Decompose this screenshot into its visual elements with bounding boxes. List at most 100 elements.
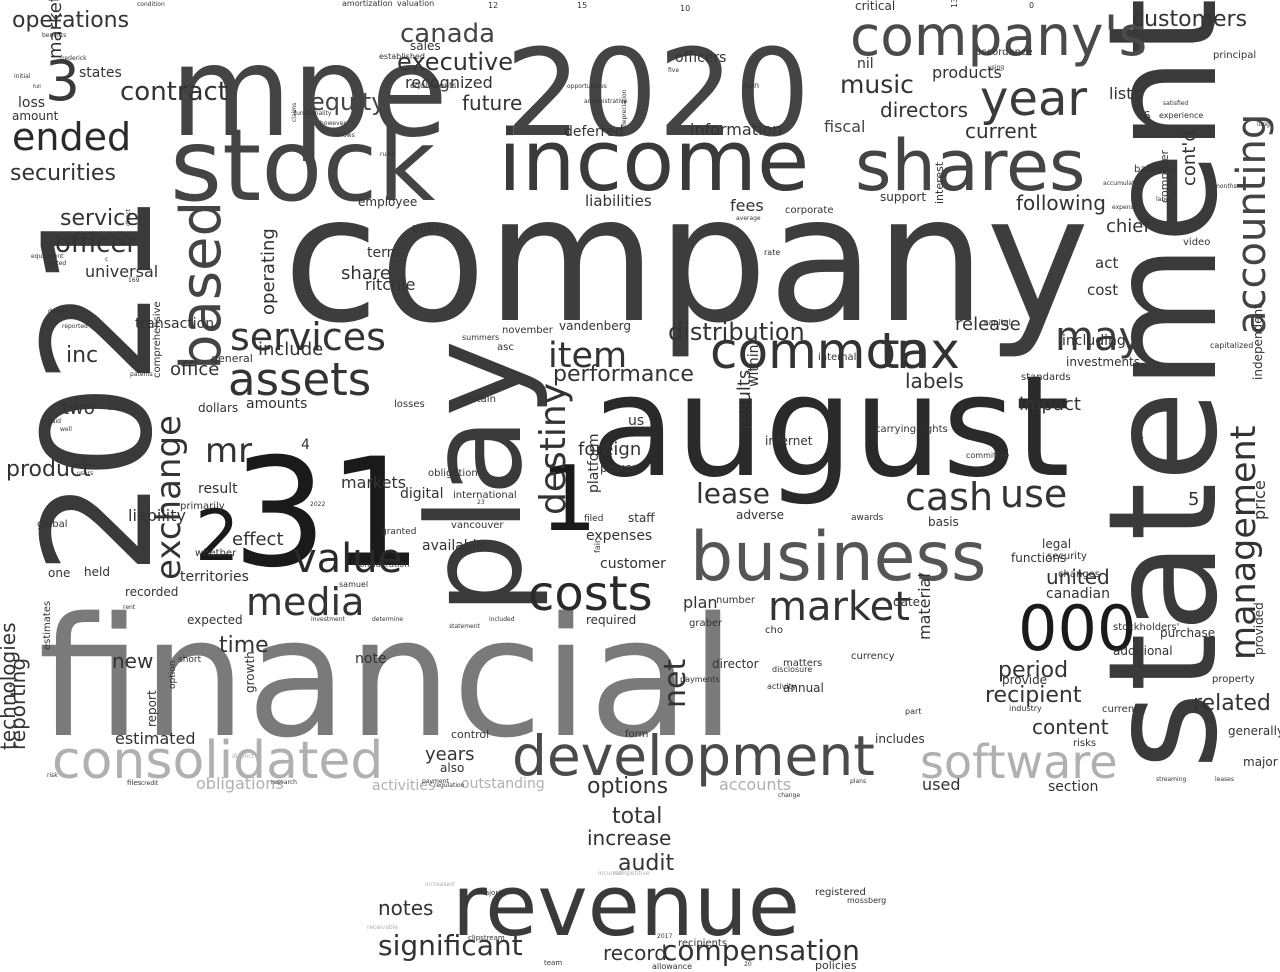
word-public: public [412, 221, 448, 235]
word-security: security [1047, 551, 1087, 562]
word-operations: operations [12, 8, 129, 33]
word-director: director [712, 657, 759, 671]
word-major: major [1243, 755, 1278, 769]
word-use: use [1000, 472, 1067, 516]
word-reported: reported [62, 323, 88, 330]
word-balance: balance [1134, 164, 1173, 175]
word-3: 3 [45, 49, 80, 113]
word-foreign: foreign [578, 439, 641, 460]
word-granted: granted [381, 527, 416, 537]
word-investment: investment [311, 616, 346, 623]
word-capital: capital [984, 318, 1011, 327]
word-total: total [612, 804, 662, 829]
word-valuation: valuation [397, 0, 434, 8]
word-executive: executive [397, 48, 513, 76]
word-distinct: distinct [232, 753, 255, 760]
word-functionality: functionality [294, 110, 332, 117]
word-staff: staff [628, 511, 655, 525]
word-release: release [955, 314, 1021, 335]
word-options: options [587, 774, 668, 799]
word-c: c [105, 256, 108, 263]
word-rules: rules [380, 151, 395, 158]
word-customers: customers [1132, 7, 1247, 32]
word-policies: policies [815, 959, 857, 972]
word-united: united [1046, 565, 1110, 589]
word-technologies: technologies [0, 623, 20, 751]
word-critical: critical [855, 0, 895, 13]
word-1: 1 [540, 447, 597, 552]
word-common: common [710, 322, 928, 380]
word-significant: significant [378, 929, 523, 962]
word-2020: 2020 [505, 25, 810, 164]
word-shares: shares [855, 125, 1086, 207]
word-us: us [628, 413, 644, 429]
word-equity: equity [310, 88, 386, 116]
word-david: david [48, 308, 65, 315]
word-information: information [690, 120, 782, 139]
word-general: general [211, 352, 253, 365]
word-computer: computer [1158, 149, 1171, 203]
word-additional: additional [1113, 644, 1173, 658]
word-adverse: adverse [736, 508, 784, 522]
word-may: may [1055, 314, 1142, 360]
word-notes: notes [378, 896, 433, 920]
word-product: product [6, 457, 91, 482]
word-research: research [271, 779, 297, 786]
word-carrying: carrying [875, 424, 916, 435]
word-2021: 2021 [12, 193, 186, 575]
word-whether: whether [195, 548, 237, 559]
word-included: included [489, 616, 515, 623]
word-amounts: amounts [246, 396, 307, 412]
word-increase: increase [587, 826, 671, 850]
word-rent: rent [123, 604, 136, 611]
word-expenses: expenses [586, 528, 652, 544]
word-consolidated: consolidated [52, 731, 383, 791]
word-mpe: mpe [170, 20, 448, 165]
word-expected: expected [187, 613, 243, 627]
word-control: control [451, 728, 489, 741]
word-cost: cost [1087, 281, 1118, 299]
word-used: used [922, 775, 960, 794]
word-legal: legal [1042, 537, 1071, 551]
word-estimated: estimated [115, 729, 196, 748]
word-obligation: obligation [428, 468, 478, 479]
word-cho: cho [765, 625, 783, 636]
word-change: change [778, 792, 800, 799]
word-rate: rate [764, 248, 780, 257]
word-13: 13 [950, 0, 959, 8]
word-experience: experience [1159, 111, 1203, 120]
word-ritchie: ritchie [365, 275, 416, 294]
word-distribution: distribution [668, 318, 805, 346]
word-generally: generally [1228, 724, 1280, 738]
word-tax: tax [880, 322, 960, 380]
word-report: report [145, 690, 159, 727]
word-assets: assets [228, 353, 371, 406]
word-labels: labels [905, 369, 964, 393]
word-note: note [355, 651, 387, 667]
word-equipment: equipment [31, 253, 64, 260]
word-filed: filed [584, 514, 603, 524]
word-f: f [1138, 436, 1144, 452]
word-patents: patents [130, 371, 153, 378]
word-future: future [462, 91, 522, 115]
word-initial: initial [14, 73, 31, 80]
word-results: results [734, 370, 755, 430]
word-certain: certain [461, 394, 496, 405]
word-result: result [198, 481, 238, 497]
word-recipients: recipients [678, 938, 727, 949]
word-act: act [1095, 254, 1118, 272]
word-officers: officers [675, 50, 726, 66]
word-content: content [1032, 715, 1109, 739]
word-plans: plans [850, 778, 866, 785]
word-accumulated: accumulated [1103, 180, 1142, 187]
word-5: 5 [1188, 489, 1199, 510]
word-credit: credit [141, 780, 159, 787]
word-related: related [1193, 691, 1271, 716]
word-global: global [37, 519, 68, 530]
word-market: market [768, 584, 910, 630]
word-play: play [399, 340, 551, 615]
word-loss: loss [18, 95, 45, 111]
word-form: form [625, 729, 648, 740]
word-business: business [690, 518, 986, 597]
